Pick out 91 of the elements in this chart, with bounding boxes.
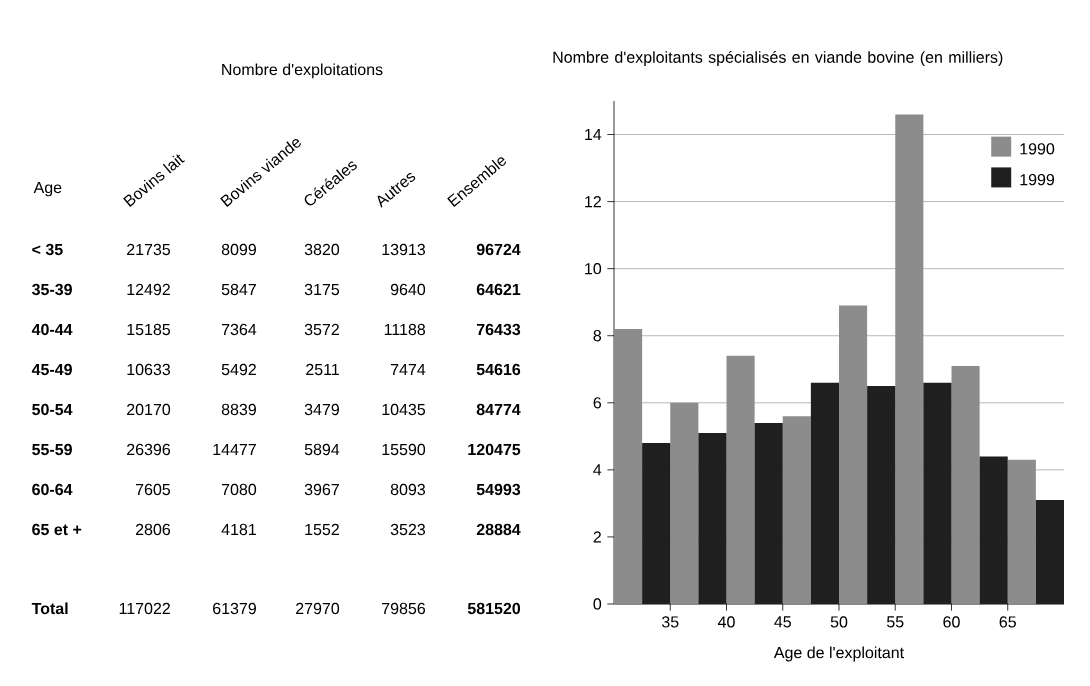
- data-label: 27970: [296, 602, 340, 615]
- bar: [1007, 459, 1036, 604]
- data-label: 84774: [476, 403, 521, 416]
- data-label: 8099: [221, 243, 256, 256]
- data-label: 15185: [127, 323, 171, 336]
- data-label: 7474: [390, 364, 426, 375]
- bar: [810, 382, 839, 604]
- data-label: 2806: [135, 523, 171, 536]
- text: 35-39: [31, 283, 72, 296]
- bar: [923, 382, 952, 604]
- data-label: 61379: [213, 602, 256, 615]
- y-tick-label: 6: [593, 397, 602, 409]
- text: 65 et +: [32, 523, 82, 536]
- data-label: 64621: [476, 283, 521, 296]
- data-label: 3175: [304, 283, 340, 296]
- y-tick-label: 8: [593, 330, 602, 342]
- data-label: 3820: [304, 243, 340, 256]
- data-label: 7605: [135, 483, 171, 496]
- x-axis-title: Age de l'exploitant: [773, 646, 904, 662]
- bar: [895, 114, 924, 604]
- x-tick-label: 35: [661, 616, 679, 628]
- data-label: 7080: [221, 483, 257, 496]
- data-label: 3967: [304, 483, 339, 496]
- text: 55-59: [32, 443, 72, 456]
- data-label: 28884: [476, 523, 521, 536]
- data-label: 96724: [476, 243, 521, 256]
- data-label: 26396: [127, 443, 171, 456]
- y-tick-label: 4: [593, 464, 602, 476]
- bar: [782, 416, 811, 604]
- bar: [951, 365, 980, 604]
- data-label: 3572: [304, 323, 339, 336]
- data-label: 54993: [476, 483, 521, 496]
- text: Total: [31, 602, 68, 615]
- data-label: 117022: [119, 602, 170, 615]
- y-tick-label: 12: [585, 196, 601, 208]
- data-label: 1552: [305, 523, 339, 536]
- x-tick-label: 65: [999, 616, 1016, 628]
- data-label: 10633: [127, 363, 171, 376]
- data-label: 5847: [221, 283, 256, 296]
- data-label: 581520: [467, 602, 521, 615]
- data-label: 5492: [221, 363, 256, 376]
- bar: [670, 402, 699, 604]
- bar: [1035, 500, 1064, 604]
- data-label: 21735: [127, 243, 171, 256]
- text: 60-64: [32, 483, 73, 496]
- x-tick-label: 60: [943, 616, 960, 628]
- text: Age: [33, 182, 62, 197]
- text: < 35: [32, 243, 63, 256]
- data-label: 2511: [306, 363, 339, 376]
- bar: [979, 456, 1008, 604]
- data-label: 3523: [390, 523, 426, 536]
- x-tick-label: 55: [887, 616, 904, 628]
- bar: [867, 386, 896, 604]
- x-tick-label: 50: [830, 616, 848, 628]
- data-label: 10435: [382, 403, 426, 416]
- text: 50-54: [32, 403, 73, 416]
- y-tick-label: 10: [585, 263, 602, 275]
- data-label: 54616: [476, 363, 521, 376]
- data-label: 5894: [304, 443, 340, 456]
- data-label: 15590: [382, 443, 426, 456]
- data-label: 79856: [382, 602, 426, 615]
- bar: [754, 422, 783, 604]
- x-tick-label: 40: [717, 616, 735, 628]
- text: 40-44: [31, 323, 73, 336]
- data-label: 8093: [390, 483, 426, 496]
- bar: [839, 305, 868, 604]
- bar: [726, 355, 755, 604]
- y-tick-label: 14: [585, 129, 602, 141]
- text: Nombre d'exploitations: [222, 63, 383, 79]
- data-label: 120475: [468, 443, 521, 456]
- data-label: 3479: [304, 403, 339, 416]
- data-label: 76433: [476, 323, 521, 336]
- legend-label: 1999: [1020, 173, 1055, 186]
- data-label: 13913: [382, 243, 426, 256]
- data-label: 14477: [213, 444, 256, 455]
- y-tick-label: 0: [593, 598, 602, 610]
- chart-title: Nombre d'exploitants spécialisés en viande bovine (en milliers): [553, 50, 1003, 67]
- data-label: 7364: [221, 323, 257, 336]
- x-tick-label: 45: [774, 616, 791, 628]
- legend-label: 1990: [1020, 143, 1055, 155]
- data-label: 8839: [221, 403, 256, 416]
- text: 45-49: [31, 363, 72, 376]
- data-label: 4181: [221, 523, 256, 536]
- data-label: 20170: [127, 403, 171, 416]
- data-label: 11188: [384, 323, 426, 336]
- bar: [698, 432, 727, 604]
- bar: [642, 443, 671, 604]
- data-label: 9640: [390, 283, 426, 296]
- bar: [614, 329, 643, 604]
- data-label: 12492: [127, 283, 170, 296]
- y-tick-label: 2: [593, 531, 601, 543]
